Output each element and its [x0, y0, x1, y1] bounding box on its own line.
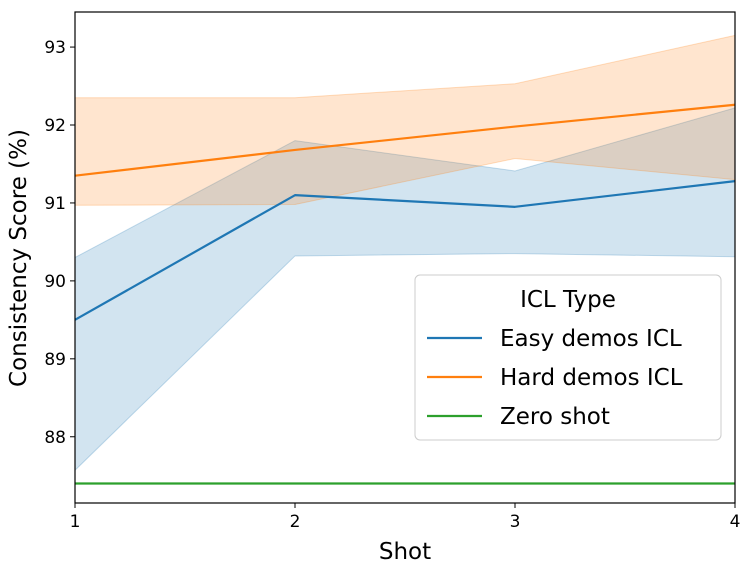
legend-box	[414, 274, 722, 441]
legend: ICL Type Easy demos ICL Hard demos ICL Zer…	[414, 274, 722, 441]
legend-title: ICL Type	[520, 287, 616, 313]
x-tick-label: 4	[730, 512, 741, 532]
easy-demos-icl-line	[74, 180, 736, 321]
y-axis-title: Consistency Score (%)	[6, 129, 32, 387]
y-tick-label: 93	[44, 38, 66, 58]
y-tick-label: 91	[44, 194, 66, 214]
x-axis-ticks: 1 2 3 4	[70, 503, 741, 532]
hard-demos-icl-line	[74, 103, 736, 177]
y-tick-label: 92	[44, 116, 66, 136]
legend-entries: Easy demos ICL Hard demos ICL Zero shot	[427, 326, 683, 430]
legend-label-zero-shot: Zero shot	[500, 404, 610, 430]
x-tick-label: 2	[290, 512, 301, 532]
series-lines	[74, 103, 736, 485]
plot-frame	[74, 11, 736, 504]
y-tick-label: 88	[44, 428, 66, 448]
x-tick-label: 1	[70, 512, 81, 532]
x-axis-title: Shot	[379, 539, 431, 564]
legend-label-easy-demos-icl: Easy demos ICL	[500, 326, 682, 352]
y-tick-label: 89	[44, 350, 66, 370]
legend-label-hard-demos-icl: Hard demos ICL	[500, 365, 683, 391]
y-axis-ticks: 88 89 90 91 92 93	[44, 38, 75, 448]
x-tick-label: 3	[510, 512, 521, 532]
y-tick-label: 90	[44, 272, 66, 292]
